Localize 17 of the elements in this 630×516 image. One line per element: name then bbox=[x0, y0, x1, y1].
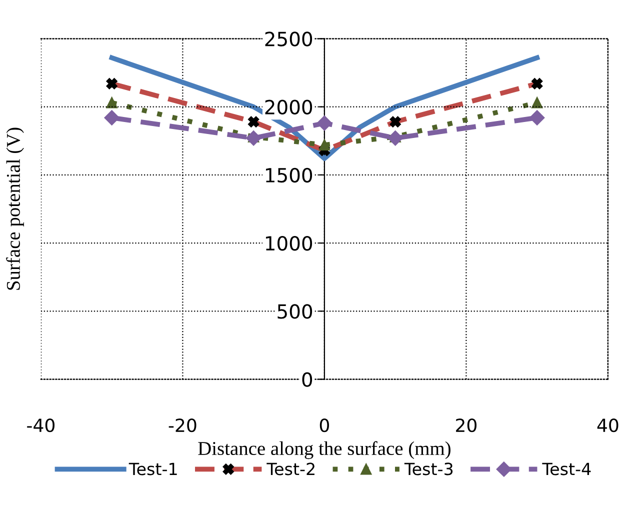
y-tick-label: 2500 bbox=[265, 32, 312, 46]
legend-label: Test-4 bbox=[542, 462, 591, 476]
y-tick-label: 500 bbox=[278, 304, 312, 319]
y-tick-label: 0 bbox=[302, 372, 312, 387]
x-axis-title: Distance along the surface (mm) bbox=[198, 441, 450, 460]
legend-label: Test-1 bbox=[128, 462, 177, 476]
x-tick-label: 40 bbox=[597, 418, 618, 432]
y-axis-title: Surface potential (V) bbox=[6, 128, 24, 290]
legend-label: Test-2 bbox=[266, 462, 314, 476]
y-tick-label: 1500 bbox=[266, 168, 312, 183]
x-tick-label: -40 bbox=[27, 418, 54, 432]
y-tick-label: 2000 bbox=[265, 100, 312, 114]
y-tick-label: 1000 bbox=[266, 236, 312, 251]
x-tick-label: -20 bbox=[168, 418, 196, 432]
x-tick-label: 0 bbox=[320, 418, 329, 432]
legend-label: Test-3 bbox=[404, 462, 453, 476]
x-tick-label: 20 bbox=[456, 418, 476, 432]
